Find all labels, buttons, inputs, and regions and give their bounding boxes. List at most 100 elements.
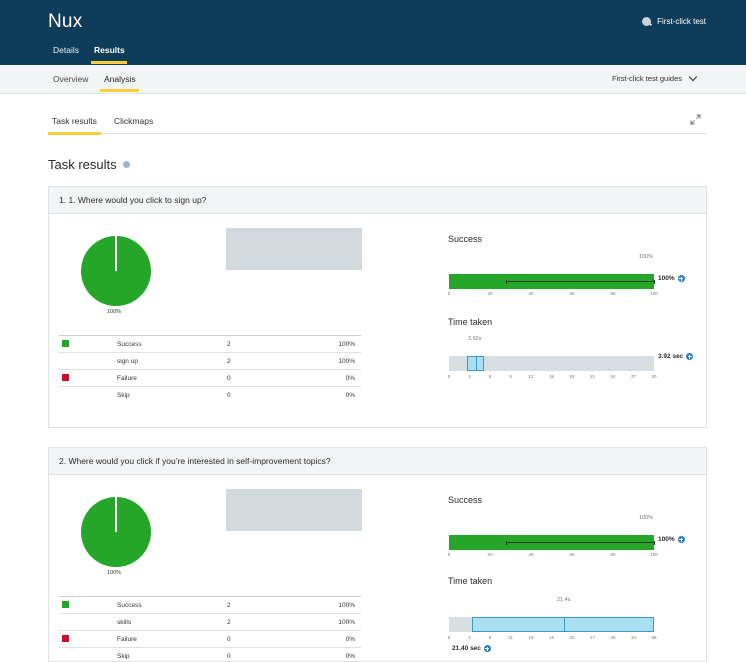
axis-tick-label: 60 [569, 291, 574, 296]
row-label: Failure [117, 370, 227, 387]
axis-tick-label: 21 [590, 374, 595, 379]
pie-label: 100% [107, 570, 121, 576]
row-swatch-cell [59, 353, 117, 370]
legend-swatch [62, 374, 69, 381]
axis-tick-label: 6 [489, 374, 492, 379]
range-tick [654, 541, 655, 545]
axis-tick-label: 20 [487, 291, 492, 296]
axis-tick-label: 27 [590, 635, 595, 640]
time-value-badge: 3.92 sec [658, 353, 693, 360]
guides-dropdown[interactable]: First-click test guides [612, 74, 696, 83]
axis-tick-label: 20 [487, 552, 492, 557]
axis-tick-label: 30 [610, 635, 615, 640]
row-label: Skip [117, 387, 227, 404]
tab-analysis[interactable]: Analysis [104, 74, 136, 84]
success-title: Success [448, 495, 482, 505]
section-title-text: Task results [48, 157, 117, 172]
row-label: Success [117, 336, 227, 353]
axis-tick-label: 30 [651, 374, 656, 379]
time-title: Time taken [448, 576, 492, 586]
row-percent: 0% [277, 370, 361, 387]
task-card-header: 1. 1. Where would you click to sign up? [49, 187, 706, 214]
row-percent: 100% [277, 336, 361, 353]
success-value-badge: 100% [658, 536, 685, 543]
result-tabs-divider [48, 133, 706, 134]
axis-tick-label: 100 [650, 552, 658, 557]
info-icon[interactable] [123, 161, 130, 168]
result-pie-chart [81, 236, 151, 306]
legend-swatch [62, 601, 69, 608]
axis-tick-label: 12 [528, 374, 533, 379]
plus-icon[interactable] [686, 353, 693, 360]
plus-icon[interactable] [484, 645, 491, 652]
active-result-tab-indicator [48, 132, 101, 135]
axis-tick-label: 18 [569, 374, 574, 379]
result-pie-chart [81, 497, 151, 567]
range-tick [506, 280, 507, 284]
tab-results[interactable]: Results [94, 45, 125, 55]
task-title: 1. 1. Where would you click to sign up? [59, 195, 206, 205]
app-title: Nux [48, 11, 82, 33]
success-top-label: 100% [639, 515, 653, 521]
row-swatch-cell [59, 631, 117, 648]
axis-tick-label: 100 [650, 291, 658, 296]
expand-icon[interactable] [690, 114, 701, 125]
row-percent: 100% [277, 597, 361, 614]
axis-tick-label: 0 [448, 552, 451, 557]
row-percent: 0% [277, 631, 361, 648]
axis-tick-label: 27 [631, 374, 636, 379]
confidence-range-line [506, 281, 654, 282]
row-count: 2 [227, 336, 277, 353]
success-value: 100% [658, 275, 675, 282]
chevron-down-icon [689, 73, 697, 81]
plus-icon[interactable] [678, 275, 685, 282]
row-count: 0 [227, 631, 277, 648]
row-swatch-cell [59, 614, 117, 631]
time-top-label: 21.4s [557, 597, 570, 603]
range-tick [654, 280, 655, 284]
time-value: 3.92 sec [658, 353, 683, 360]
row-label: Failure [117, 631, 227, 648]
axis-tick-label: 80 [610, 552, 615, 557]
axis-tick-label: 8 [489, 635, 492, 640]
time-median-line [564, 617, 565, 632]
task-card: 1. 1. Where would you click to sign up? … [48, 186, 707, 428]
tab-clickmaps[interactable]: Clickmaps [114, 116, 153, 126]
axis-tick-label: 40 [528, 552, 533, 557]
search-icon [642, 17, 651, 26]
active-tab-indicator [91, 61, 127, 64]
tab-overview[interactable]: Overview [53, 74, 88, 84]
test-type-label: First-click test [642, 17, 706, 26]
row-count: 2 [227, 614, 277, 631]
tab-task-results[interactable]: Task results [52, 116, 97, 126]
row-percent: 100% [277, 353, 361, 370]
success-top-label: 100% [639, 254, 653, 260]
axis-tick-label: 24 [610, 374, 615, 379]
row-swatch-cell [59, 387, 117, 404]
legend-swatch [62, 635, 69, 642]
row-count: 2 [227, 597, 277, 614]
axis-tick-label: 38 [651, 635, 656, 640]
pie-label: 100% [107, 309, 121, 315]
axis-tick-label: 23 [569, 635, 574, 640]
clickmap-thumbnail[interactable] [226, 489, 362, 531]
tab-details[interactable]: Details [53, 45, 79, 55]
axis-tick-label: 34 [631, 635, 636, 640]
time-box-plot [472, 617, 654, 632]
row-swatch-cell [59, 336, 117, 353]
time-top-label: 3.92s [468, 336, 481, 342]
clickmap-thumbnail[interactable] [226, 228, 362, 270]
task-card-header: 2. Where would you click if you’re inter… [49, 448, 706, 475]
time-value-badge: 21.40 sec [452, 645, 491, 652]
guides-label: First-click test guides [612, 74, 682, 83]
confidence-range-line [506, 542, 654, 543]
plus-icon[interactable] [678, 536, 685, 543]
pie-slice-divider [115, 497, 117, 532]
